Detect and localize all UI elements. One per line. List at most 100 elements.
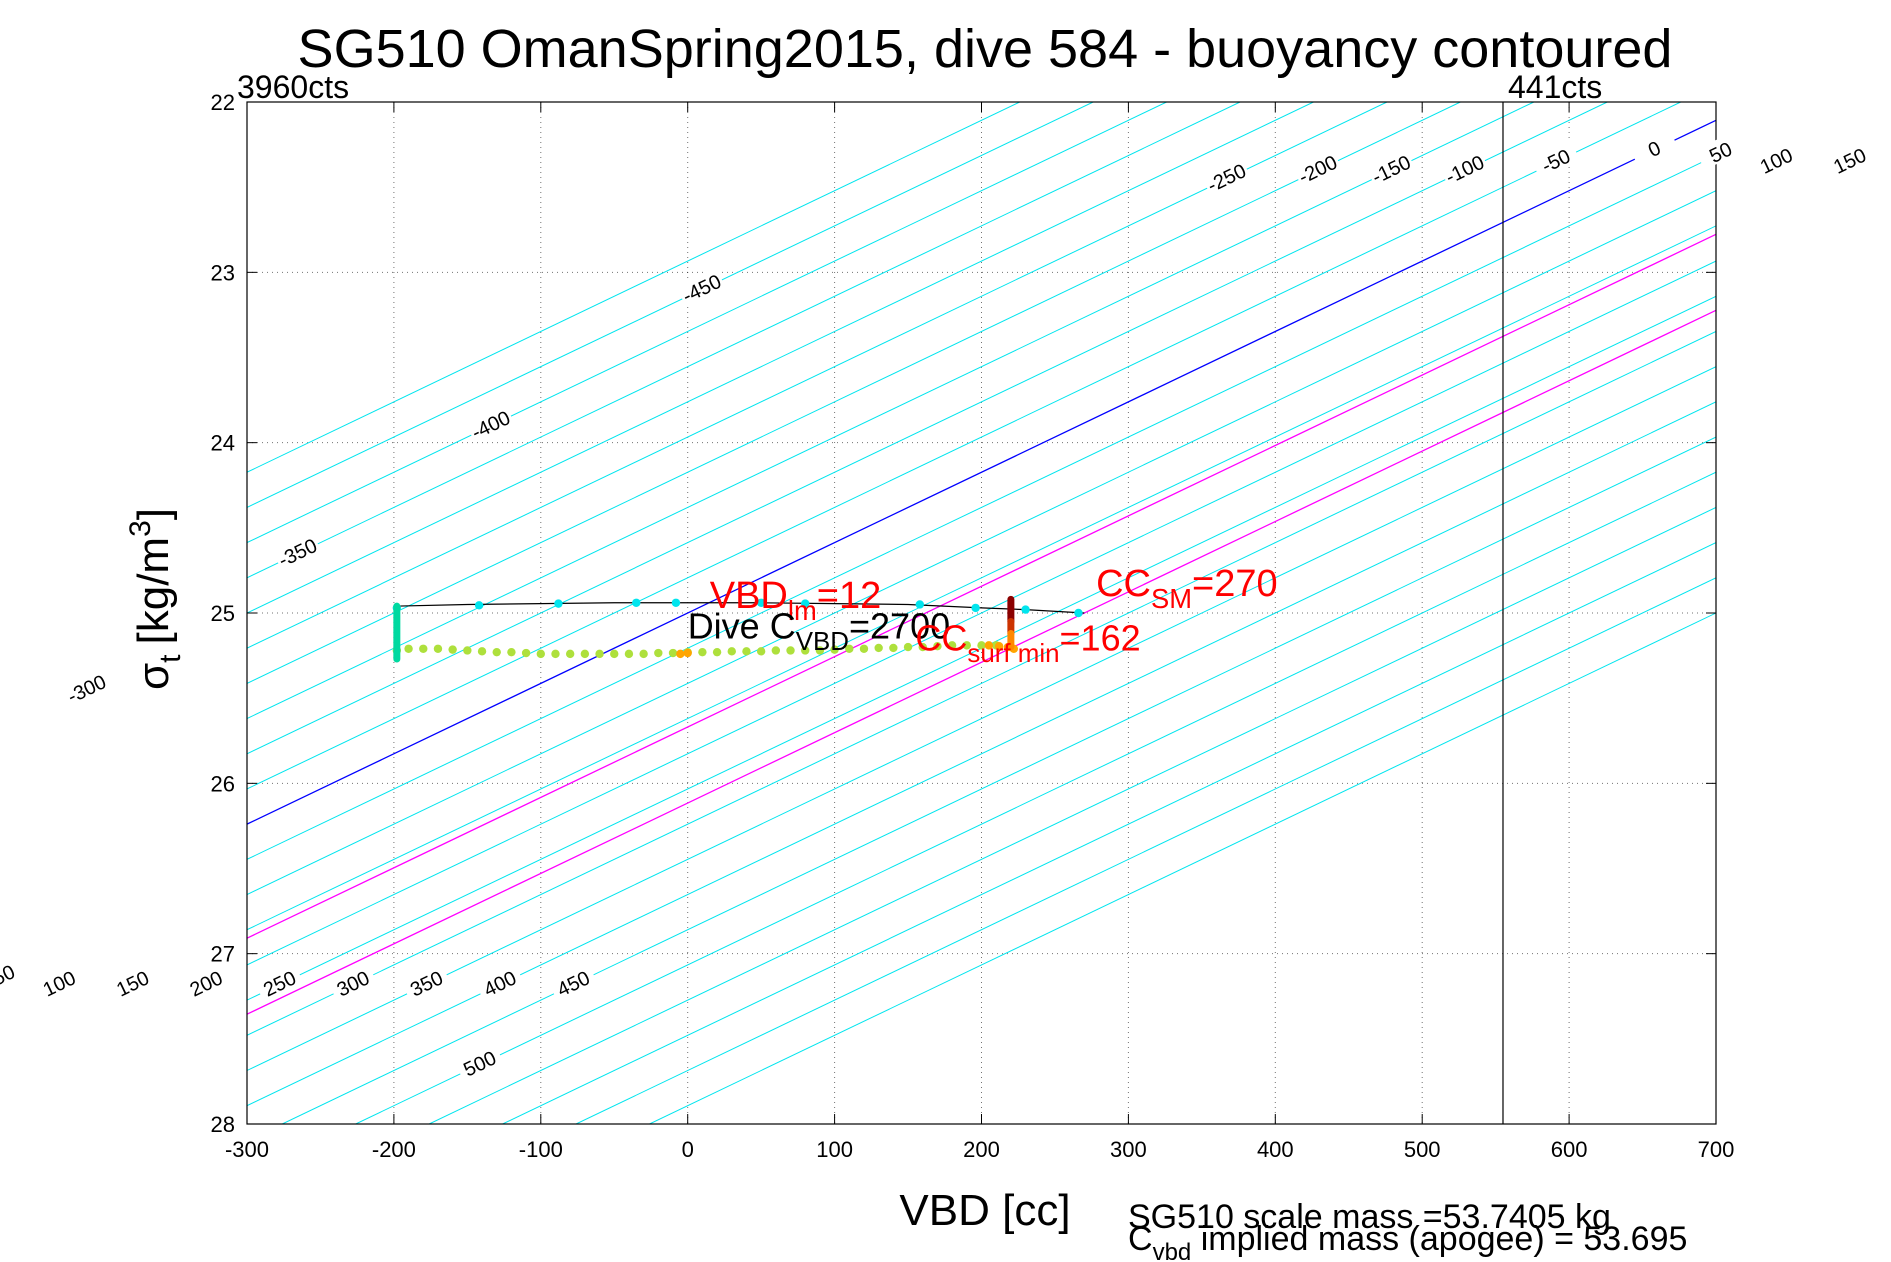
data-point xyxy=(668,648,678,658)
footer-implied-rest: implied mass (apogee) = 53.695 xyxy=(1191,1220,1687,1258)
contour-line xyxy=(247,102,1020,473)
contour-line xyxy=(247,102,1314,614)
contour-label-bg xyxy=(547,962,598,1002)
min-counts-label: 3960cts xyxy=(237,69,349,105)
cc-sm-annotation-sub: SM xyxy=(1151,583,1192,614)
x-tick-label: -300 xyxy=(225,1137,269,1162)
cc-surf-min-annotation-sub: surf min xyxy=(967,640,1059,668)
dive-cvbd-annotation: Dive CVBD=2700 xyxy=(688,606,950,657)
footer-implied-mass: Cvbd implied mass (apogee) = 53.695 xyxy=(1128,1220,1687,1262)
data-point xyxy=(756,647,766,656)
data-point xyxy=(1074,608,1083,618)
x-tick-label: 300 xyxy=(1110,1137,1147,1162)
x-tick-label: -200 xyxy=(372,1137,416,1162)
contour-line xyxy=(247,102,1167,544)
vbd-lm-annotation-value: =12 xyxy=(817,575,881,617)
contour-label-bg xyxy=(1530,139,1580,179)
dive-cvbd-annotation-main: Dive C xyxy=(688,606,796,647)
data-point xyxy=(595,649,604,659)
footer-scale-mass: SG510 scale mass =53.7405 kg xyxy=(1128,1198,1611,1236)
contour-label-bg xyxy=(400,962,451,1002)
data-point xyxy=(1021,605,1030,614)
x-tick-label: -100 xyxy=(519,1137,563,1162)
data-point xyxy=(727,647,736,656)
vbd-lm-annotation-main: VBD xyxy=(710,575,788,617)
contour-label-bg xyxy=(272,531,322,571)
cc-sm-annotation-value: =270 xyxy=(1192,563,1278,605)
data-point xyxy=(712,647,722,657)
data-point xyxy=(536,649,545,659)
contour-label-bg xyxy=(1365,148,1415,187)
data-point xyxy=(994,642,1004,651)
y-tick-label: 23 xyxy=(211,260,235,285)
data-point xyxy=(610,649,619,659)
contour-label-bg xyxy=(465,403,515,443)
data-point xyxy=(815,646,825,655)
x-tick-label: 0 xyxy=(682,1137,694,1162)
axes: -300 -200 -100 0 100 200 300 400 500 600 700 22 23 24… xyxy=(211,90,1735,1162)
contour-label-bg xyxy=(676,267,726,307)
data-point xyxy=(698,647,707,657)
dive-cvbd-annotation-sub: VBD xyxy=(796,628,849,656)
contour-line xyxy=(502,542,1716,1124)
contour-label-bg xyxy=(61,667,111,707)
data-point xyxy=(977,641,986,650)
data-point xyxy=(830,645,839,654)
data-point xyxy=(419,644,428,653)
contour-line xyxy=(247,119,1716,825)
contour-label-bg xyxy=(1695,130,1745,170)
x-tick-label: 200 xyxy=(963,1137,1000,1162)
contour-label-bg xyxy=(33,962,83,1002)
contour-label-bg xyxy=(454,1042,504,1082)
data-point xyxy=(565,649,575,659)
vbd-lm-annotation-sub: lm xyxy=(788,595,817,626)
x-tick-label: 700 xyxy=(1698,1137,1735,1162)
data-point xyxy=(683,648,692,658)
data-point xyxy=(874,643,883,653)
y-axis-label-unit: [kg/m xyxy=(129,537,178,645)
contour-label-bg xyxy=(1824,139,1874,179)
data-point xyxy=(859,644,869,653)
data-point xyxy=(984,641,994,650)
contour-line xyxy=(247,260,1716,966)
y-tick-label: 27 xyxy=(211,942,235,967)
data-point xyxy=(933,642,942,651)
contour-label-bg xyxy=(1750,139,1800,179)
data-point xyxy=(971,603,980,613)
data-point xyxy=(448,645,457,654)
contour-line xyxy=(247,366,1716,1072)
y-axis-label-sup: 3 xyxy=(124,520,157,537)
data-point xyxy=(903,642,913,652)
y-axis-label-close: ] xyxy=(129,508,178,520)
x-tick-label: 600 xyxy=(1551,1137,1588,1162)
data-point xyxy=(801,599,810,608)
y-tick-label: 28 xyxy=(211,1112,235,1137)
y-tick-label: 26 xyxy=(211,771,235,796)
data-point xyxy=(947,641,957,650)
contour-label-bg xyxy=(1628,127,1678,167)
data-point xyxy=(463,646,472,655)
buoyancy-contours xyxy=(247,102,1716,1124)
cc-sm-annotation: CCSM=270 xyxy=(1096,563,1278,614)
max-counts-label: 441cts xyxy=(1508,69,1602,105)
cc-surf-min-annotation: CCsurf min=162 xyxy=(915,617,1140,668)
y-axis-label-sigma: σ xyxy=(129,663,178,690)
contour-label-bg xyxy=(1439,148,1489,187)
data-point xyxy=(551,649,560,659)
data-point xyxy=(624,649,634,659)
contour-line xyxy=(247,330,1716,1036)
x-tick-label: 400 xyxy=(1257,1137,1294,1162)
data-point xyxy=(676,649,685,659)
contour-line xyxy=(247,295,1716,1001)
contour-line xyxy=(575,577,1716,1124)
contour-label-bg xyxy=(327,962,377,1002)
y-tick-label: 25 xyxy=(211,601,235,626)
contour-line xyxy=(282,436,1716,1124)
x-tick-label: 100 xyxy=(816,1137,853,1162)
data-point xyxy=(671,598,681,607)
contour-line xyxy=(247,190,1716,896)
contour-line xyxy=(247,225,1716,931)
y-tick-label: 24 xyxy=(211,431,235,456)
